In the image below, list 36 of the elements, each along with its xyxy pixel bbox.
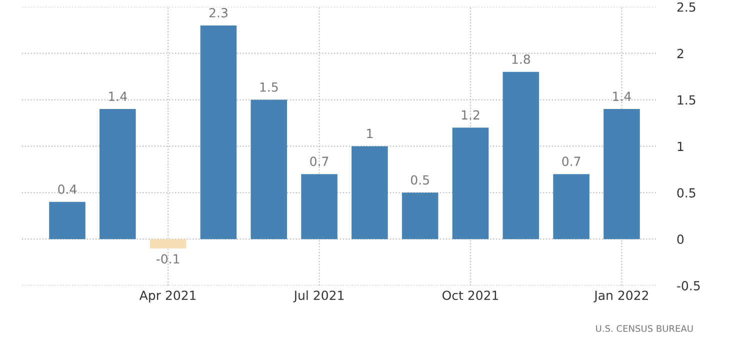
- data-label: 0.4: [58, 184, 77, 194]
- bar: [250, 100, 288, 240]
- data-label: 0.7: [310, 156, 328, 166]
- x-tick-label: Oct 2021: [442, 290, 498, 300]
- bar: [402, 192, 438, 240]
- x-tick-label: Apr 2021: [139, 290, 196, 302]
- y-tick-label: 0.5: [677, 188, 696, 198]
- data-label: 1.2: [462, 110, 480, 120]
- bar: [301, 174, 338, 240]
- bar: [452, 128, 489, 240]
- y-tick-label: 2.5: [677, 2, 696, 12]
- bar: [150, 239, 186, 248]
- y-tick-label: 1: [678, 142, 684, 151]
- bar: [502, 72, 540, 240]
- bar: [553, 174, 590, 240]
- bar: [100, 109, 136, 240]
- bar: [49, 202, 86, 240]
- data-label: 1.5: [260, 82, 278, 92]
- bar: [200, 25, 237, 240]
- bar: [604, 109, 640, 240]
- data-label: 0.5: [410, 175, 429, 185]
- data-label: 0.7: [562, 156, 580, 166]
- data-label: 1.8: [512, 54, 530, 64]
- y-tick-label: 1.5: [678, 95, 696, 105]
- data-label: 1: [367, 128, 373, 138]
- y-tick-label: -0.5: [677, 280, 700, 290]
- y-tick-label: 2: [677, 48, 684, 58]
- x-tick-label: Jul 2021: [293, 290, 344, 302]
- data-label: -0.1: [156, 254, 180, 264]
- data-label: 1.4: [109, 92, 127, 101]
- y-tick-label: 0: [677, 234, 684, 244]
- text: U.S. CENSUS BUREAU: [596, 325, 693, 332]
- data-label: 2.3: [209, 8, 228, 18]
- data-label: 1.4: [613, 92, 631, 101]
- bar: [352, 146, 388, 240]
- x-tick-label: Jan 2022: [594, 290, 648, 302]
